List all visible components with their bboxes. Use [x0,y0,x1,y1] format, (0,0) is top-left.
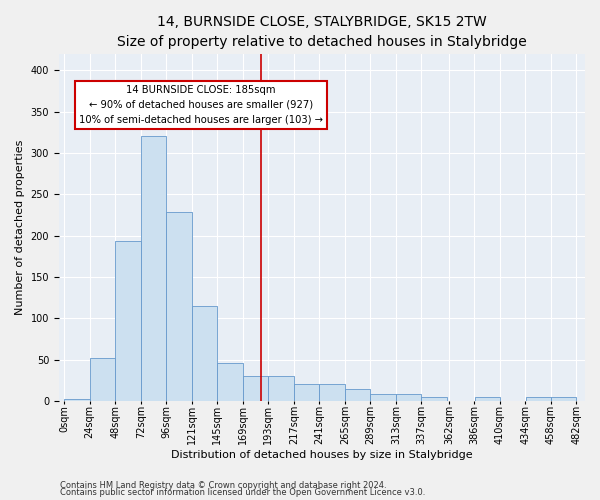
Bar [166,212,191,401]
Y-axis label: Number of detached properties: Number of detached properties [15,140,25,315]
Text: 14 BURNSIDE CLOSE: 185sqm
← 90% of detached houses are smaller (927)
10% of semi: 14 BURNSIDE CLOSE: 185sqm ← 90% of detac… [79,85,323,124]
Bar [192,306,217,401]
Text: Contains public sector information licensed under the Open Government Licence v3: Contains public sector information licen… [60,488,425,497]
Bar [294,384,319,401]
Bar [551,397,577,401]
Bar [64,400,89,401]
Bar [475,397,500,401]
Bar [217,363,242,401]
Bar [421,397,446,401]
Bar [319,384,344,401]
Bar [396,394,421,401]
Text: Contains HM Land Registry data © Crown copyright and database right 2024.: Contains HM Land Registry data © Crown c… [60,480,386,490]
Bar [243,376,268,401]
Bar [268,376,293,401]
X-axis label: Distribution of detached houses by size in Stalybridge: Distribution of detached houses by size … [171,450,473,460]
Bar [141,136,166,401]
Bar [345,390,370,401]
Bar [526,397,551,401]
Bar [90,358,115,401]
Bar [370,394,395,401]
Title: 14, BURNSIDE CLOSE, STALYBRIDGE, SK15 2TW
Size of property relative to detached : 14, BURNSIDE CLOSE, STALYBRIDGE, SK15 2T… [117,15,527,48]
Bar [115,240,140,401]
